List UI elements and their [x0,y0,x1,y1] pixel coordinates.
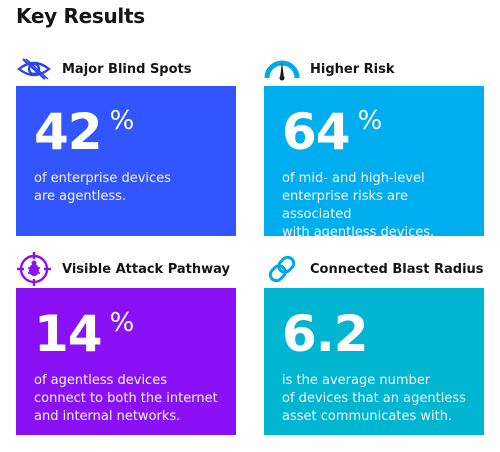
stat-description: of agentless devices connect to both the… [34,373,218,424]
link-icon [264,254,300,284]
stat-description: of mid- and high-level enterprise risks … [282,171,435,240]
stat-value: 14 [34,305,103,363]
stat-card-blast-radius: 6.2 is the average number of devices tha… [264,288,484,435]
stat-card-blind-spots: 42 % of enterprise devices are agentless… [16,86,236,236]
stat-unit: % [109,106,135,136]
card-header-blind-spots: Major Blind Spots [16,52,192,86]
page-title: Key Results [16,4,145,28]
card-header-higher-risk: Higher Risk [264,52,395,86]
stat-value: 42 [34,103,103,161]
card-heading: Connected Blast Radius [310,261,484,277]
stat-description: is the average number of devices that an… [282,373,466,424]
card-heading: Major Blind Spots [62,61,192,77]
card-heading: Visible Attack Pathway [62,261,231,277]
gauge-icon [264,54,300,84]
eye-slash-icon [16,54,52,84]
stat-value: 64 [282,103,351,161]
stat-description: of enterprise devices are agentless. [34,171,171,204]
stat-card-higher-risk: 64 % of mid- and high-level enterprise r… [264,86,484,240]
stat-unit: % [357,106,383,136]
card-header-attack-pathway: Visible Attack Pathway [16,252,230,286]
stat-value: 6.2 [282,305,369,363]
card-header-blast-radius: Connected Blast Radius [264,252,484,286]
stat-unit: % [109,308,135,338]
bug-target-icon [16,252,52,286]
stat-card-attack-pathway: 14 % of agentless devices connect to bot… [16,288,236,435]
card-heading: Higher Risk [310,61,395,77]
